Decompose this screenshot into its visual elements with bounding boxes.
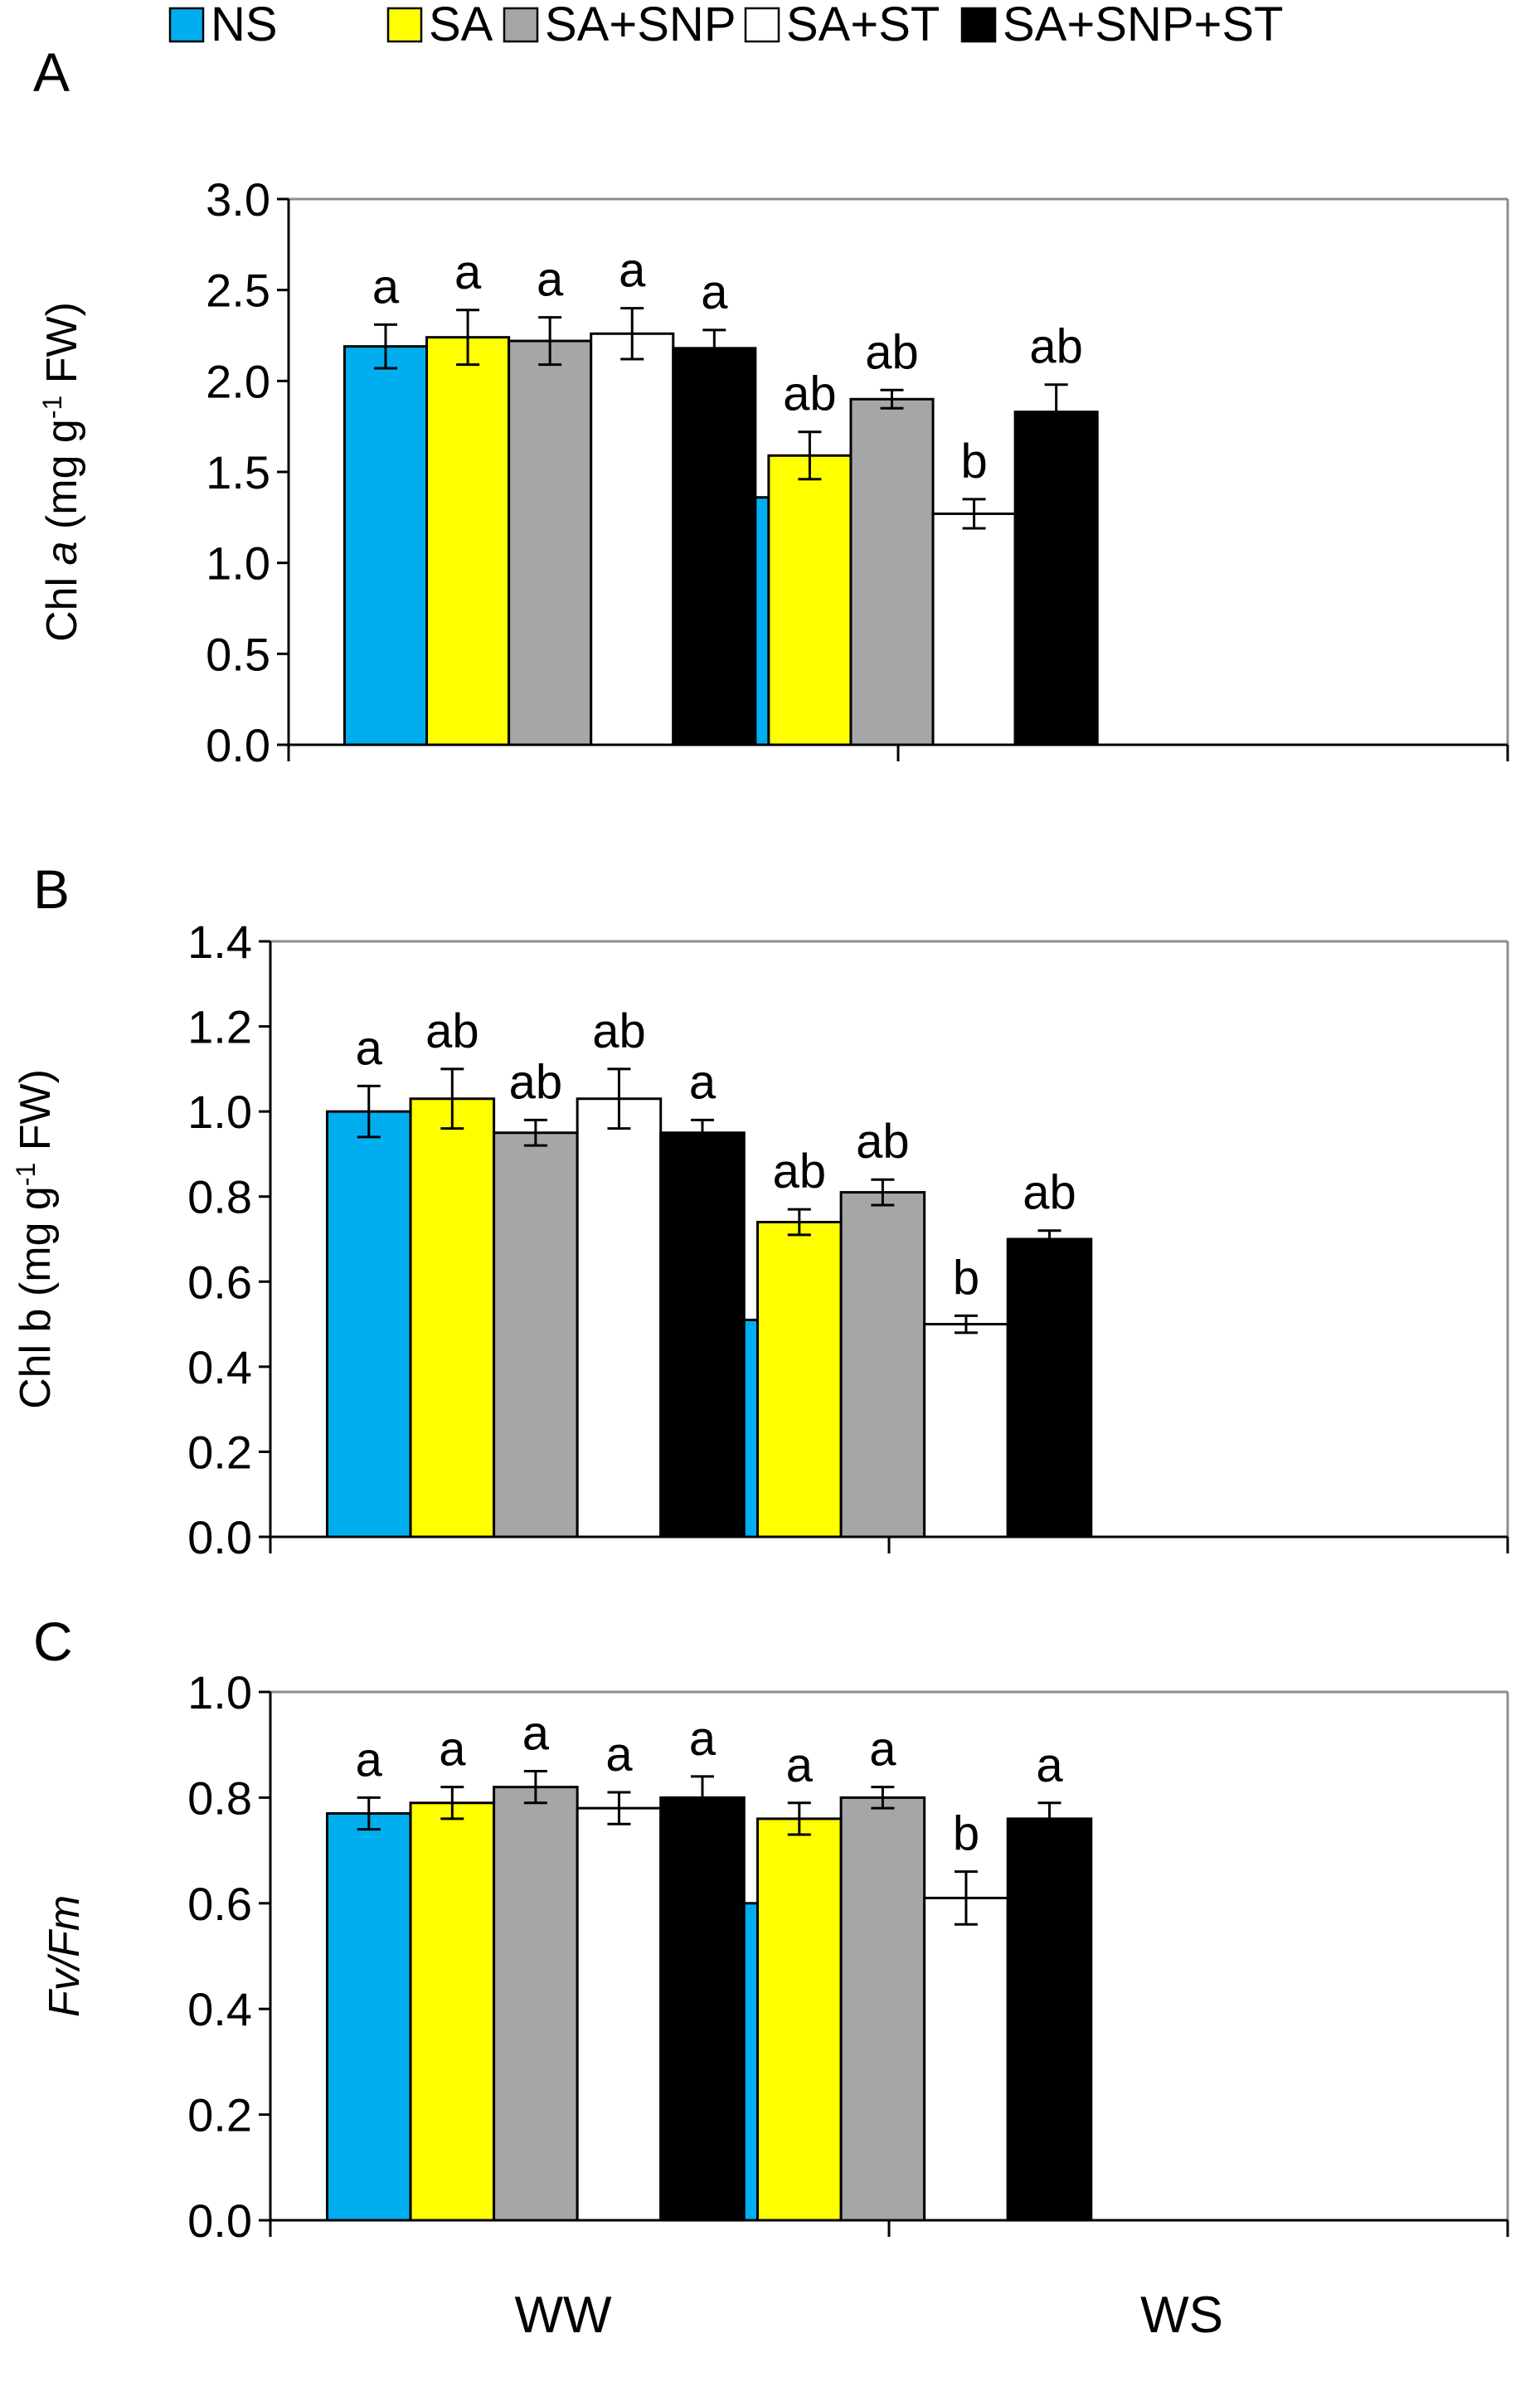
bar-ww-sa	[425, 336, 511, 746]
panels: A 0.0 0.5 1.0 1.5 2.0 2.5 3.0 Chl a (mg g-1 FW) a…	[11, 41, 1509, 2344]
y-tick-label: 0.8	[187, 1171, 252, 1223]
bar-ws-sa-st	[923, 1896, 1009, 2222]
panel-A: A 0.0 0.5 1.0 1.5 2.0 2.5 3.0 Chl a (mg g-1 FW) a…	[33, 41, 1509, 771]
significance-letter: a	[454, 245, 482, 299]
legend-label-sa-st: SA+ST	[786, 0, 940, 51]
legend-swatch-sa-snp-st	[960, 7, 997, 43]
y-tick-label: 1.0	[187, 1666, 252, 1718]
bar-ws-sa-snp	[839, 1191, 926, 1539]
bar-ww-sa-snp-st	[659, 1796, 746, 2222]
y-tick-label: 0.5	[206, 628, 270, 680]
bar-ws-sa-snp-st	[1013, 411, 1099, 746]
legend-swatch-sa	[386, 7, 423, 43]
bar-ww-ns	[342, 345, 429, 746]
significance-letter: a	[356, 1733, 383, 1786]
y-tick-label: 0.0	[187, 2195, 252, 2247]
bar-ww-sa-st	[576, 1097, 663, 1539]
y-tick-label: 0.6	[187, 1256, 252, 1308]
legend-label-sa: SA	[429, 0, 493, 51]
y-axis-label: Chl a (mg g-1 FW)	[37, 302, 86, 642]
y-tick-label: 0.6	[187, 1878, 252, 1930]
significance-letter: a	[605, 1728, 633, 1782]
bar-ws-sa	[756, 1817, 843, 2222]
significance-letter: a	[689, 1712, 717, 1766]
significance-letter: a	[372, 260, 400, 314]
bar-ww-sa-snp	[493, 1131, 579, 1539]
panel-B: B 0.0 0.2 0.4 0.6 0.8 1.0 1.2 1.4 Chl b (mg g-1 F…	[11, 858, 1509, 1563]
significance-letter: ab	[856, 1115, 910, 1169]
bar-ws-sa-st	[923, 1323, 1009, 1539]
significance-letter: ab	[865, 325, 919, 379]
significance-letter: ab	[425, 1004, 479, 1058]
x-category-label-ww: WW	[514, 2287, 612, 2344]
y-tick-label: 0.2	[187, 2089, 252, 2141]
bar-ws-sa-snp-st	[1006, 1817, 1093, 2222]
significance-letter: a	[356, 1021, 383, 1075]
significance-letter: a	[786, 1738, 814, 1792]
bar-ww-ns	[325, 1812, 412, 2222]
y-tick-label: 1.0	[187, 1086, 252, 1138]
bar-ww-sa-snp	[508, 339, 593, 746]
y-tick-label: 1.2	[187, 1001, 252, 1053]
bar-ww-sa-st	[576, 1806, 663, 2222]
y-tick-label: 0.0	[206, 719, 270, 771]
significance-letter: ab	[773, 1145, 827, 1198]
bar-ww-sa	[409, 1097, 496, 1539]
y-tick-label: 1.5	[206, 446, 270, 498]
bar-ww-ns	[325, 1110, 412, 1539]
significance-letter: a	[439, 1723, 466, 1777]
x-category-label-ws: WS	[1140, 2287, 1223, 2344]
legend: NS SA SA+SNP SA+ST SA+SNP+ST	[168, 0, 1283, 51]
significance-letter: a	[701, 265, 728, 319]
legend-swatch-ns	[168, 7, 205, 43]
bar-ws-sa-snp	[839, 1796, 926, 2222]
y-tick-label: 2.5	[206, 265, 270, 317]
significance-letter: b	[953, 1251, 979, 1305]
significance-letter: a	[522, 1707, 550, 1761]
y-tick-label: 0.0	[187, 1511, 252, 1563]
panel-label: C	[33, 1611, 73, 1672]
significance-letter: ab	[783, 367, 837, 421]
bar-ws-sa-snp	[849, 397, 935, 746]
significance-letter: ab	[1023, 1166, 1076, 1220]
significance-letter: a	[619, 244, 646, 298]
y-tick-label: 1.4	[187, 916, 252, 968]
legend-label-sa-snp-st: SA+SNP+ST	[1003, 0, 1283, 51]
y-tick-label: 0.4	[187, 1983, 252, 2035]
bar-ws-sa-st	[931, 512, 1017, 746]
y-tick-label: 0.4	[187, 1341, 252, 1393]
bar-ww-sa-st	[590, 332, 675, 746]
bar-ww-sa-snp-st	[672, 347, 757, 746]
y-tick-label: 0.8	[187, 1772, 252, 1824]
significance-letter: a	[537, 253, 564, 307]
y-tick-label: 2.0	[206, 355, 270, 407]
bar-ws-sa	[767, 454, 853, 746]
y-tick-label: 0.2	[187, 1426, 252, 1478]
significance-letter: ab	[592, 1004, 646, 1058]
legend-label-sa-snp: SA+SNP	[545, 0, 736, 51]
legend-swatch-sa-st	[744, 7, 780, 43]
significance-letter: b	[953, 1807, 979, 1861]
legend-label-ns: NS	[211, 0, 278, 51]
y-axis-label: Fv/Fm	[41, 1895, 89, 2017]
panel-C: C0.00.20.40.60.81.0Fv/FmabaaaaabaaWWWS	[33, 1611, 1509, 2344]
panel-label: A	[33, 41, 70, 103]
bar-ws-sa	[756, 1220, 843, 1539]
y-tick-label: 3.0	[206, 173, 270, 226]
significance-letter: a	[689, 1055, 717, 1109]
significance-letter: a	[1036, 1738, 1063, 1792]
bar-ww-sa	[409, 1801, 496, 2222]
significance-letter: ab	[509, 1055, 563, 1109]
significance-letter: b	[960, 435, 987, 489]
significance-letter: a	[869, 1723, 896, 1777]
panel-label: B	[33, 858, 70, 920]
bar-ww-sa-snp-st	[659, 1131, 746, 1539]
bar-ww-sa-snp	[493, 1786, 579, 2222]
bar-ws-sa-snp-st	[1006, 1237, 1093, 1539]
significance-letter: ab	[1029, 320, 1083, 374]
y-axis-label: Chl b (mg g-1 FW)	[11, 1069, 60, 1409]
y-tick-label: 1.0	[206, 537, 270, 590]
legend-swatch-sa-snp	[503, 7, 539, 43]
